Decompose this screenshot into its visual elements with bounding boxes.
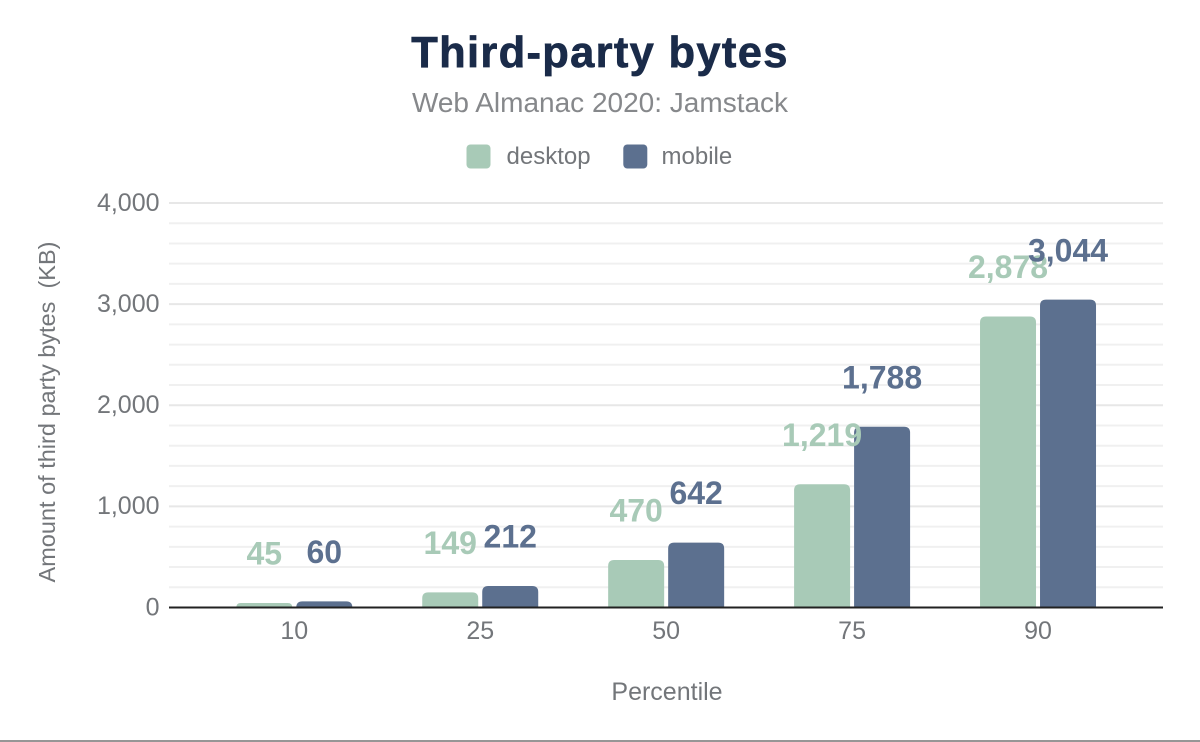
svg-text:1,219: 1,219 — [782, 417, 862, 453]
svg-text:470: 470 — [609, 493, 662, 529]
svg-text:desktop: desktop — [507, 143, 591, 170]
svg-text:Amount of third party bytes (: Amount of third party bytes (KB) — [34, 242, 60, 583]
svg-text:mobile: mobile — [662, 143, 733, 170]
svg-text:Third-party bytes: Third-party bytes — [411, 29, 788, 77]
svg-text:90: 90 — [1024, 617, 1052, 645]
svg-text:4,000: 4,000 — [97, 189, 160, 217]
svg-text:1,000: 1,000 — [97, 492, 160, 520]
svg-text:3,000: 3,000 — [97, 290, 160, 318]
svg-text:75: 75 — [838, 617, 866, 645]
svg-text:149: 149 — [424, 525, 477, 561]
svg-text:212: 212 — [484, 519, 537, 555]
svg-text:1,788: 1,788 — [842, 359, 922, 395]
svg-text:642: 642 — [669, 475, 722, 511]
svg-text:25: 25 — [466, 617, 494, 645]
svg-text:0: 0 — [146, 593, 160, 621]
svg-text:50: 50 — [652, 617, 680, 645]
svg-text:2,000: 2,000 — [97, 391, 160, 419]
svg-text:45: 45 — [247, 536, 283, 572]
svg-text:3,044: 3,044 — [1028, 232, 1108, 268]
svg-text:Percentile: Percentile — [611, 678, 722, 706]
svg-text:60: 60 — [307, 534, 343, 570]
svg-text:Web Almanac 2020: Jamstack: Web Almanac 2020: Jamstack — [412, 87, 789, 118]
svg-text:10: 10 — [280, 617, 308, 645]
svg-text:2,878: 2,878 — [968, 249, 1048, 285]
